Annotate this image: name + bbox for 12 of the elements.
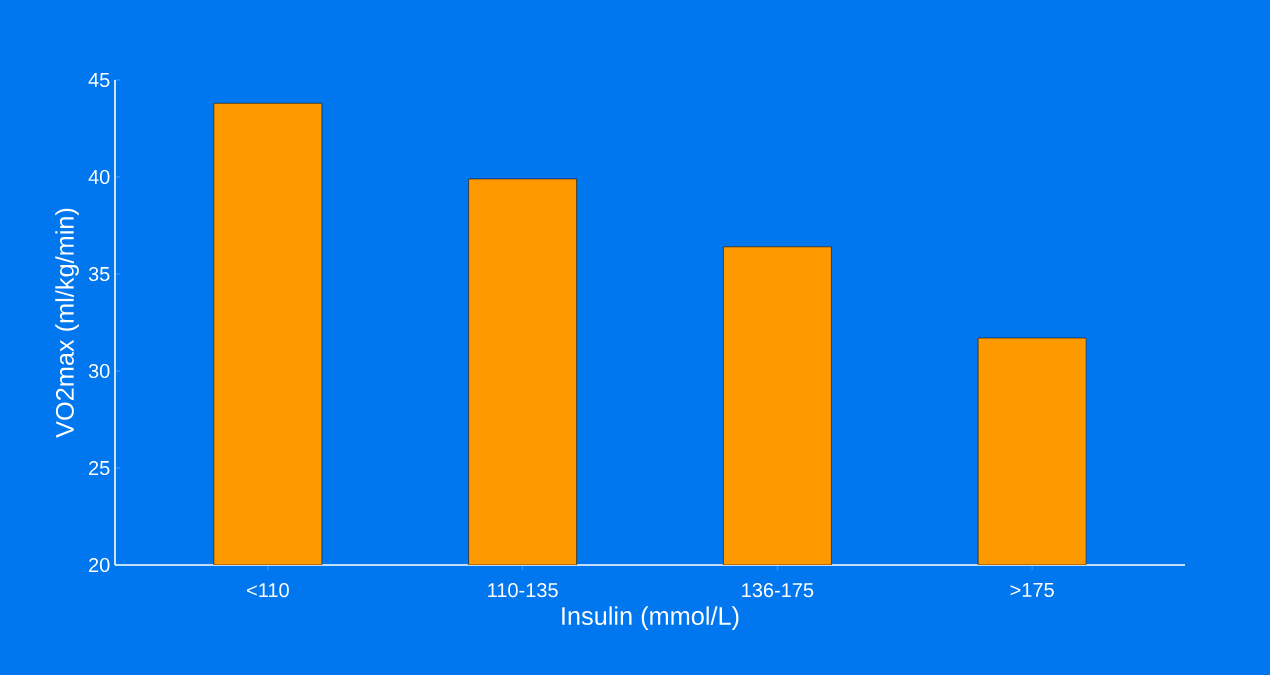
y-tick-label: 45 — [88, 73, 110, 87]
x-tick-label: 136-175 — [742, 583, 814, 598]
x-tick-label: <110 — [247, 583, 289, 598]
y-tick-label: 25 — [89, 460, 110, 476]
y-tick-label: 20 — [89, 557, 110, 573]
x-axis-title: Insulin (mmol/L) — [562, 606, 739, 630]
y-tick-label: 30 — [88, 363, 110, 379]
x-tick-label: 110-135 — [488, 583, 558, 598]
x-tick-label: >175 — [1010, 583, 1054, 597]
y-tick-label: 35 — [88, 266, 110, 282]
y-tick-label: 40 — [88, 169, 110, 185]
y-axis-title: VO2max (ml/kg/min) — [55, 208, 79, 438]
